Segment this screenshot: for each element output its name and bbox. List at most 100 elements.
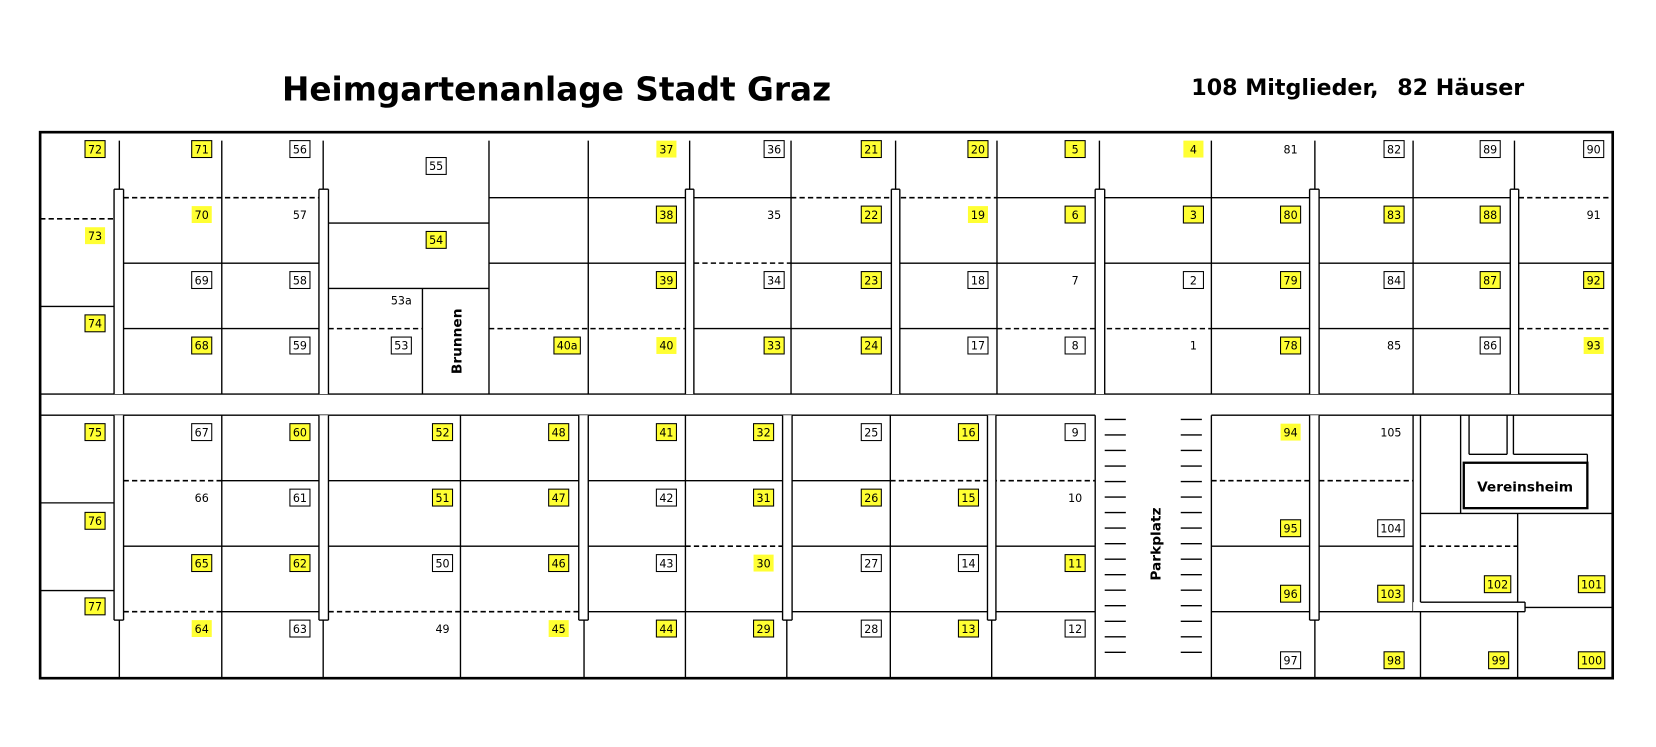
plot-58[interactable]: 58 (289, 271, 311, 290)
plot-51[interactable]: 51 (431, 488, 454, 507)
plot-13[interactable]: 13 (957, 619, 980, 638)
plot-44[interactable]: 44 (655, 619, 677, 638)
plot-57[interactable]: 57 (293, 209, 307, 222)
plot-37[interactable]: 37 (656, 140, 677, 158)
plot-12[interactable]: 12 (1064, 619, 1086, 638)
plot-14[interactable]: 14 (957, 554, 980, 573)
plot-72[interactable]: 72 (84, 140, 106, 159)
plot-31[interactable]: 31 (753, 488, 775, 507)
plot-103[interactable]: 103 (1377, 584, 1405, 603)
plot-95[interactable]: 95 (1280, 519, 1302, 538)
plot-52[interactable]: 52 (431, 423, 454, 442)
plot-102[interactable]: 102 (1483, 575, 1512, 594)
plot-48[interactable]: 48 (548, 423, 570, 442)
plot-90[interactable]: 90 (1583, 140, 1605, 159)
plot-91[interactable]: 91 (1587, 209, 1601, 222)
plot-3[interactable]: 3 (1182, 205, 1204, 224)
plot-87[interactable]: 87 (1479, 271, 1501, 290)
plot-56[interactable]: 56 (289, 140, 311, 159)
plot-24[interactable]: 24 (860, 336, 882, 355)
plot-43[interactable]: 43 (655, 554, 677, 573)
plot-61[interactable]: 61 (289, 488, 311, 507)
plot-89[interactable]: 89 (1479, 140, 1501, 159)
plot-42[interactable]: 42 (655, 488, 677, 507)
plot-32[interactable]: 32 (753, 423, 775, 442)
plot-9[interactable]: 9 (1064, 423, 1086, 442)
plot-83[interactable]: 83 (1383, 205, 1405, 224)
plot-46[interactable]: 46 (548, 554, 570, 573)
plot-26[interactable]: 26 (860, 488, 882, 507)
plot-92[interactable]: 92 (1583, 271, 1605, 290)
plot-101[interactable]: 101 (1577, 575, 1606, 594)
plot-1[interactable]: 1 (1190, 340, 1197, 353)
plot-38[interactable]: 38 (655, 205, 677, 224)
plot-80[interactable]: 80 (1280, 205, 1302, 224)
plot-96[interactable]: 96 (1280, 584, 1302, 603)
plot-2[interactable]: 2 (1182, 271, 1204, 290)
plot-71[interactable]: 71 (191, 140, 213, 159)
plot-17[interactable]: 17 (967, 336, 989, 355)
plot-75[interactable]: 75 (84, 423, 106, 442)
plot-47[interactable]: 47 (548, 488, 570, 507)
plot-16[interactable]: 16 (957, 423, 980, 442)
plot-20[interactable]: 20 (967, 140, 989, 159)
plot-29[interactable]: 29 (753, 619, 775, 638)
plot-88[interactable]: 88 (1479, 205, 1501, 224)
plot-49[interactable]: 49 (435, 623, 449, 636)
plot-93[interactable]: 93 (1583, 337, 1604, 354)
plot-69[interactable]: 69 (191, 271, 213, 290)
plot-5[interactable]: 5 (1064, 140, 1086, 159)
plot-39[interactable]: 39 (655, 271, 677, 290)
plot-6[interactable]: 6 (1064, 205, 1086, 224)
plot-25[interactable]: 25 (860, 423, 882, 442)
plot-28[interactable]: 28 (860, 619, 882, 638)
plot-19[interactable]: 19 (967, 206, 989, 224)
plot-4[interactable]: 4 (1183, 140, 1204, 158)
plot-67[interactable]: 67 (191, 423, 213, 442)
plot-64[interactable]: 64 (191, 620, 212, 638)
plot-74[interactable]: 74 (84, 314, 106, 333)
plot-35[interactable]: 35 (767, 209, 781, 222)
plot-105[interactable]: 105 (1380, 426, 1401, 439)
plot-8[interactable]: 8 (1064, 336, 1086, 355)
plot-54[interactable]: 54 (425, 230, 447, 249)
plot-27[interactable]: 27 (860, 554, 882, 573)
plot-66[interactable]: 66 (195, 492, 209, 505)
plot-41[interactable]: 41 (655, 423, 677, 442)
plot-99[interactable]: 99 (1488, 651, 1510, 670)
plot-36[interactable]: 36 (763, 140, 785, 159)
plot-40a[interactable]: 40a (553, 336, 581, 355)
plot-21[interactable]: 21 (860, 140, 882, 159)
plot-23[interactable]: 23 (860, 271, 882, 290)
clubhouse-building[interactable] (1462, 461, 1589, 510)
plot-78[interactable]: 78 (1280, 336, 1302, 355)
plot-53a[interactable]: 53a (391, 294, 412, 307)
plot-86[interactable]: 86 (1479, 336, 1501, 355)
plot-97[interactable]: 97 (1280, 651, 1302, 670)
plot-40[interactable]: 40 (656, 337, 677, 354)
plot-77[interactable]: 77 (84, 597, 106, 616)
plot-60[interactable]: 60 (289, 423, 311, 442)
plot-81[interactable]: 81 (1284, 143, 1298, 156)
plot-53[interactable]: 53 (390, 336, 412, 355)
plot-30[interactable]: 30 (753, 554, 774, 572)
plot-98[interactable]: 98 (1383, 651, 1405, 670)
plot-55[interactable]: 55 (425, 156, 447, 175)
plot-34[interactable]: 34 (763, 271, 785, 290)
plot-22[interactable]: 22 (860, 205, 882, 224)
plot-7[interactable]: 7 (1072, 274, 1079, 287)
plot-82[interactable]: 82 (1383, 140, 1405, 159)
plot-18[interactable]: 18 (967, 271, 989, 290)
plot-59[interactable]: 59 (289, 336, 311, 355)
plot-94[interactable]: 94 (1280, 423, 1301, 441)
plot-68[interactable]: 68 (191, 336, 213, 355)
plot-33[interactable]: 33 (763, 336, 785, 355)
plot-50[interactable]: 50 (431, 554, 454, 573)
plot-10[interactable]: 10 (1068, 492, 1082, 505)
plot-11[interactable]: 11 (1064, 554, 1086, 573)
plot-104[interactable]: 104 (1377, 519, 1405, 538)
plot-70[interactable]: 70 (191, 206, 212, 224)
plot-45[interactable]: 45 (548, 620, 569, 638)
plot-65[interactable]: 65 (191, 554, 213, 573)
plot-62[interactable]: 62 (289, 554, 311, 573)
